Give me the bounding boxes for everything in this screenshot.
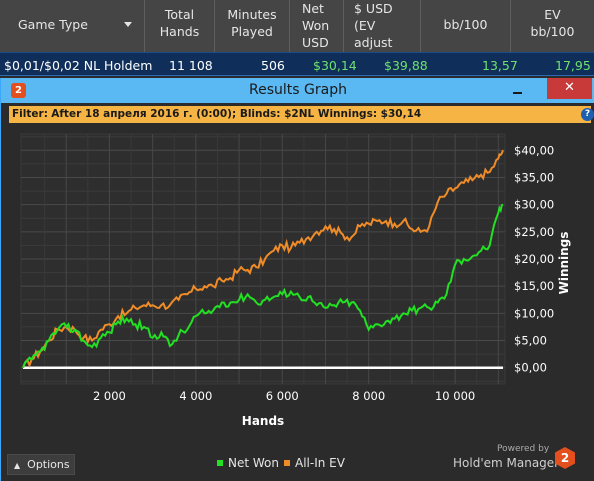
minimize-button[interactable]	[511, 83, 525, 97]
header-line: Hands	[159, 24, 200, 39]
header-line: bb/100	[530, 24, 575, 39]
header-line: adjust	[354, 35, 393, 50]
sort-dropdown-icon[interactable]	[124, 22, 132, 27]
y-tick-label: $35,00	[514, 170, 554, 184]
y-tick-label: $5,00	[514, 334, 547, 348]
column-header-total-hands[interactable]: Total Hands	[145, 0, 215, 52]
results-chart: $0,00 $5,00 $10,00 $15,00 $20,00 $25,00 $30,00…	[20, 133, 571, 428]
y-tick-label: $25,00	[514, 225, 554, 239]
net-won-swatch	[217, 460, 223, 466]
cell-ev-adjust: $39,88	[384, 58, 428, 73]
cell-game-type: $0,01/$0,02 NL Holdem	[4, 58, 153, 73]
legend-net-won: Net Won	[217, 456, 279, 470]
header-line: EV	[544, 7, 561, 22]
header-line: Minutes	[227, 7, 277, 22]
brand-name: Hold'em Manager	[453, 456, 560, 470]
powered-by-text: Powered by	[497, 444, 550, 454]
cell-bb100: 13,57	[482, 58, 518, 73]
x-tick-label: 4 000	[179, 389, 212, 403]
column-header-ev-adjust[interactable]: $ USD (EV adjust	[344, 0, 421, 52]
results-graph-window: 2 Results Graph ✕ Filter: After 18 апрел…	[0, 78, 594, 481]
column-header-net-won[interactable]: Net Won USD	[290, 0, 344, 52]
chevron-up-icon: ▲	[14, 461, 21, 470]
filter-text: After 18 апреля 2016 г. (0:00); Blinds: …	[51, 108, 422, 120]
window-title: Results Graph	[249, 82, 347, 98]
y-tick-label: $20,00	[514, 252, 554, 266]
all-in-ev-swatch	[284, 460, 290, 466]
y-tick-label: $30,00	[514, 198, 554, 212]
cell-net-won: $30,14	[313, 58, 357, 73]
y-axis-ticks: $0,00 $5,00 $10,00 $15,00 $20,00 $25,00 $30,00…	[514, 143, 554, 374]
x-tick-label: 10 000	[435, 389, 475, 403]
legend-label: All-In EV	[295, 456, 345, 470]
column-header-bb100[interactable]: bb/100	[421, 0, 511, 52]
header-line: Won	[302, 18, 330, 33]
column-header-game-type[interactable]: Game Type	[0, 0, 145, 52]
y-axis-label: Winnings	[557, 232, 571, 295]
options-button[interactable]: ▲ Options	[7, 454, 75, 475]
hem-app-icon: 2	[11, 83, 26, 98]
header-line: USD	[302, 35, 329, 50]
header-line: Net	[302, 1, 324, 16]
table-row[interactable]: $0,01/$0,02 NL Holdem 11 108 506 $30,14 …	[0, 52, 594, 76]
stats-table-header: Game Type Total Hands Minutes Played Net…	[0, 0, 594, 52]
filter-label: Filter:	[12, 108, 48, 120]
header-line: Total	[164, 7, 195, 22]
column-header-ev-bb100[interactable]: EV bb/100	[511, 0, 594, 52]
header-line: (EV	[354, 18, 376, 33]
cell-total-hands: 11 108	[169, 58, 213, 73]
cell-ev-bb100: 17,95	[555, 58, 591, 73]
x-tick-label: 6 000	[266, 389, 299, 403]
close-button[interactable]: ✕	[547, 78, 592, 99]
game-type-header-label: Game Type	[18, 17, 88, 32]
hem-logo-icon: 2	[555, 447, 575, 469]
all-in-ev-line	[22, 149, 504, 369]
header-line: Played	[231, 24, 273, 39]
y-tick-label: $15,00	[514, 279, 554, 293]
cell-minutes-played: 506	[261, 58, 285, 73]
legend-label: Net Won	[228, 456, 279, 470]
x-tick-label: 8 000	[352, 389, 385, 403]
options-label: Options	[27, 458, 70, 471]
x-tick-label: 2 000	[93, 389, 126, 403]
window-titlebar[interactable]: 2 Results Graph ✕	[1, 78, 594, 103]
header-line: bb/100	[443, 17, 488, 32]
y-tick-label: $0,00	[514, 361, 547, 375]
filter-bar[interactable]: Filter: After 18 апреля 2016 г. (0:00); …	[9, 106, 594, 123]
y-tick-label: $10,00	[514, 306, 554, 320]
help-icon[interactable]: ?	[581, 108, 594, 121]
column-header-minutes-played[interactable]: Minutes Played	[215, 0, 290, 52]
legend-all-in-ev: All-In EV	[284, 456, 345, 470]
x-axis-ticks: 2 000 4 000 6 000 8 000 10 000	[93, 389, 475, 403]
x-axis-label: Hands	[242, 414, 284, 428]
y-tick-label: $40,00	[514, 143, 554, 157]
net-won-line	[22, 203, 504, 369]
header-line: $ USD	[354, 1, 393, 16]
